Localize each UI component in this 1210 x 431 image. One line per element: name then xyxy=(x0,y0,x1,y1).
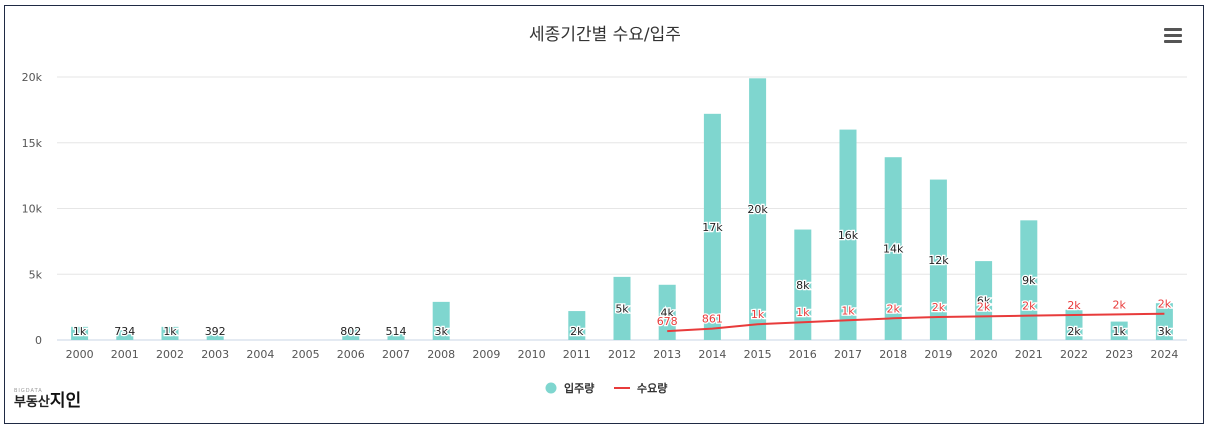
x-tick-label: 2023 xyxy=(1105,348,1133,361)
bar xyxy=(613,276,631,340)
bar xyxy=(342,329,360,340)
bar xyxy=(884,157,902,340)
bar xyxy=(432,301,450,340)
line-data-label: 2k xyxy=(1113,298,1127,311)
logo-small-text: BIGDATA xyxy=(14,388,43,394)
bar xyxy=(568,311,586,340)
bar xyxy=(794,229,812,340)
bar-data-label: 8k xyxy=(796,279,810,292)
bar xyxy=(975,261,993,340)
bar-data-label: 16k xyxy=(838,229,859,242)
legend-bar-label: 입주량 xyxy=(564,382,594,395)
x-tick-label: 2014 xyxy=(698,348,726,361)
x-tick-label: 2008 xyxy=(427,348,455,361)
bar-data-label: 802 xyxy=(340,325,361,338)
y-tick-label: 10k xyxy=(22,203,43,216)
bar-data-label: 17k xyxy=(702,221,723,234)
x-tick-label: 2019 xyxy=(924,348,952,361)
line-data-label: 2k xyxy=(977,300,991,313)
bar-data-label: 6k xyxy=(977,295,991,308)
bar xyxy=(206,334,224,340)
x-tick-label: 2017 xyxy=(834,348,862,361)
line-data-label: 1k xyxy=(796,306,810,319)
bar-data-label: 734 xyxy=(114,325,135,338)
x-tick-label: 2005 xyxy=(292,348,320,361)
x-tick-label: 2009 xyxy=(472,348,500,361)
bar xyxy=(161,326,179,340)
chart-frame xyxy=(4,5,1204,424)
x-tick-label: 2006 xyxy=(337,348,365,361)
bar xyxy=(116,330,134,340)
x-tick-label: 2003 xyxy=(201,348,229,361)
logo-text: 부동산지인 xyxy=(14,391,82,411)
bar-data-label: 3k xyxy=(435,325,449,338)
line-data-label: 678 xyxy=(657,315,678,328)
bar-data-label: 12k xyxy=(928,254,949,267)
bar xyxy=(1110,321,1128,340)
y-tick-label: 5k xyxy=(29,268,43,281)
x-tick-label: 2007 xyxy=(382,348,410,361)
bar xyxy=(1020,220,1038,340)
bar-data-label: 1k xyxy=(163,325,177,338)
x-tick-label: 2000 xyxy=(66,348,94,361)
x-tick-label: 2011 xyxy=(563,348,591,361)
line-data-label: 2k xyxy=(1022,300,1036,313)
x-tick-label: 2004 xyxy=(246,348,274,361)
bar-data-label: 20k xyxy=(747,203,768,216)
x-tick-label: 2001 xyxy=(111,348,139,361)
y-tick-label: 20k xyxy=(22,71,43,84)
line-data-label: 2k xyxy=(1158,298,1172,311)
bar-data-label: 3k xyxy=(1158,325,1172,338)
x-tick-label: 2015 xyxy=(744,348,772,361)
bar-data-label: 1k xyxy=(73,325,87,338)
line-data-label: 1k xyxy=(751,308,765,321)
bar xyxy=(658,284,676,340)
y-tick-label: 0 xyxy=(35,334,42,347)
bar xyxy=(1155,303,1173,340)
bar-data-label: 4k xyxy=(661,306,675,319)
bar-data-label: 5k xyxy=(615,302,629,315)
y-tick-label: 15k xyxy=(22,137,43,150)
bar xyxy=(839,129,857,340)
bar xyxy=(929,179,947,340)
logo-text-a: 부동산 xyxy=(14,395,50,410)
x-tick-label: 2010 xyxy=(518,348,546,361)
bar-data-label: 392 xyxy=(205,325,226,338)
line-data-label: 1k xyxy=(841,304,855,317)
x-tick-label: 2016 xyxy=(789,348,817,361)
bar-data-label: 14k xyxy=(883,243,904,256)
bar-data-label: 1k xyxy=(1113,325,1127,338)
menu-icon[interactable] xyxy=(1164,28,1182,44)
x-tick-label: 2020 xyxy=(970,348,998,361)
x-tick-label: 2002 xyxy=(156,348,184,361)
brand-logo: BIGDATA 부동산지인 xyxy=(14,388,81,410)
x-tick-label: 2021 xyxy=(1015,348,1043,361)
bar-data-label: 2k xyxy=(1067,325,1081,338)
bar xyxy=(71,326,89,340)
legend-bar-marker xyxy=(545,382,557,394)
line-data-label: 861 xyxy=(702,313,723,326)
line-data-label: 2k xyxy=(932,301,946,314)
logo-text-b: 지인 xyxy=(49,391,82,411)
x-tick-label: 2012 xyxy=(608,348,636,361)
line-data-label: 2k xyxy=(1067,299,1081,312)
x-tick-label: 2022 xyxy=(1060,348,1088,361)
bar-data-label: 9k xyxy=(1022,274,1036,287)
bar-data-label: 2k xyxy=(570,325,584,338)
chart-title: 세종기간별 수요/입주 xyxy=(529,25,681,45)
bar xyxy=(703,113,721,340)
bar xyxy=(387,333,405,340)
bar-data-label: 514 xyxy=(386,325,407,338)
x-tick-label: 2024 xyxy=(1150,348,1178,361)
legend-line-label: 수요량 xyxy=(637,382,667,395)
x-tick-label: 2018 xyxy=(879,348,907,361)
demand-line xyxy=(667,312,1165,333)
bar xyxy=(749,78,767,340)
line-data-label: 2k xyxy=(887,302,901,315)
bar xyxy=(1065,309,1083,340)
x-tick-label: 2013 xyxy=(653,348,681,361)
